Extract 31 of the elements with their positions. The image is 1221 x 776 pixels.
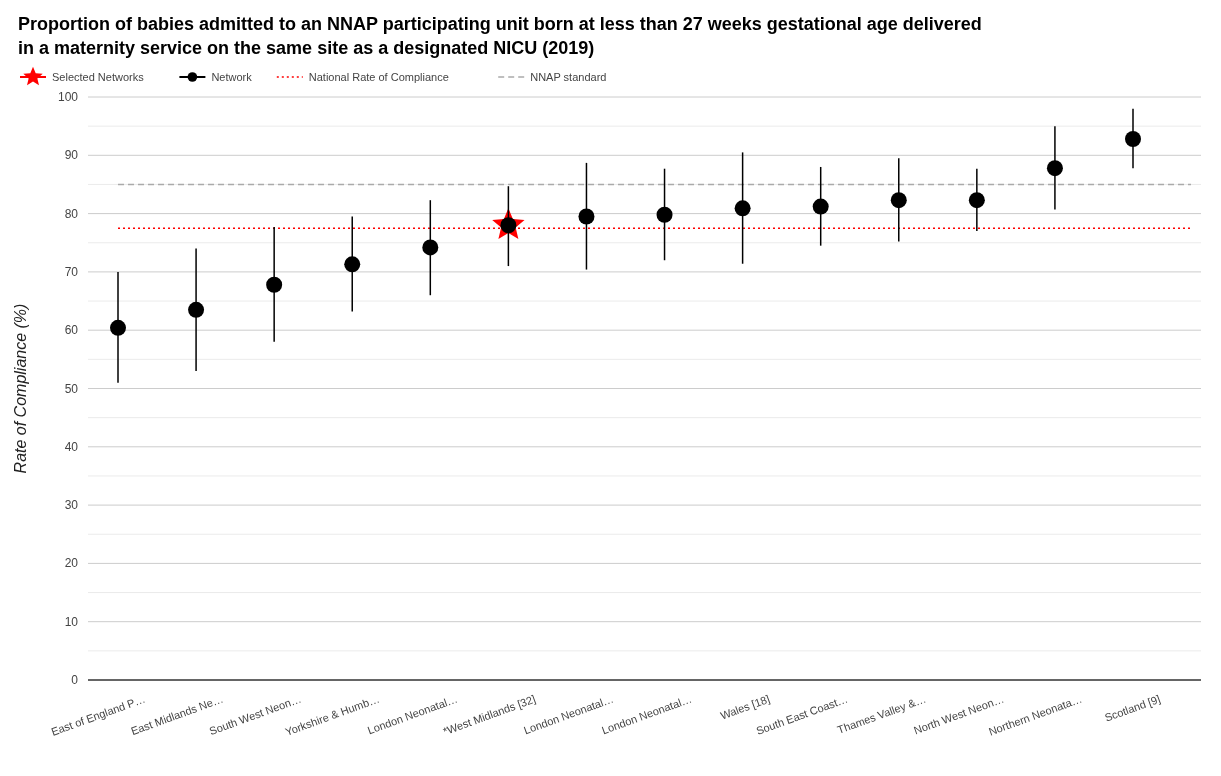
point: [968, 192, 985, 209]
y-tick-label: 70: [64, 264, 79, 279]
point: [344, 256, 361, 273]
legend-label: NNAP standard: [530, 71, 607, 83]
legend-label: Network: [211, 71, 253, 83]
point: [188, 301, 205, 318]
y-tick-label: 40: [64, 439, 79, 454]
y-tick-label: 60: [64, 323, 79, 338]
point: [812, 198, 829, 215]
y-tick-label: 100: [57, 90, 79, 104]
y-axis-title: Rate of Compliance (%): [12, 303, 29, 474]
point: [656, 206, 673, 223]
point: [110, 319, 126, 336]
chart-title: Proportion of babies admitted to an NNAP participating unit born at less than 27 weeks gestational age delivered in a maternity service on the same site as a designated NICU (2019): [18, 14, 982, 58]
y-tick-label: 80: [64, 206, 79, 221]
point: [1125, 130, 1141, 147]
x-tick-label: Wales [18]: [718, 692, 772, 722]
y-tick-label: 20: [64, 556, 79, 571]
point: [1046, 160, 1063, 177]
y-tick-label: 10: [64, 614, 79, 629]
point: [422, 239, 439, 256]
y-tick-label: 0: [71, 673, 79, 687]
y-tick-label: 30: [64, 498, 79, 513]
point: [734, 200, 751, 217]
legend-label: National Rate of Compliance: [308, 71, 449, 83]
point: [890, 192, 907, 209]
y-tick-label: 50: [64, 381, 79, 396]
point: [578, 208, 595, 225]
point: [266, 276, 283, 293]
legend-label: Selected Networks: [52, 71, 145, 83]
y-tick-label: 90: [64, 148, 79, 163]
